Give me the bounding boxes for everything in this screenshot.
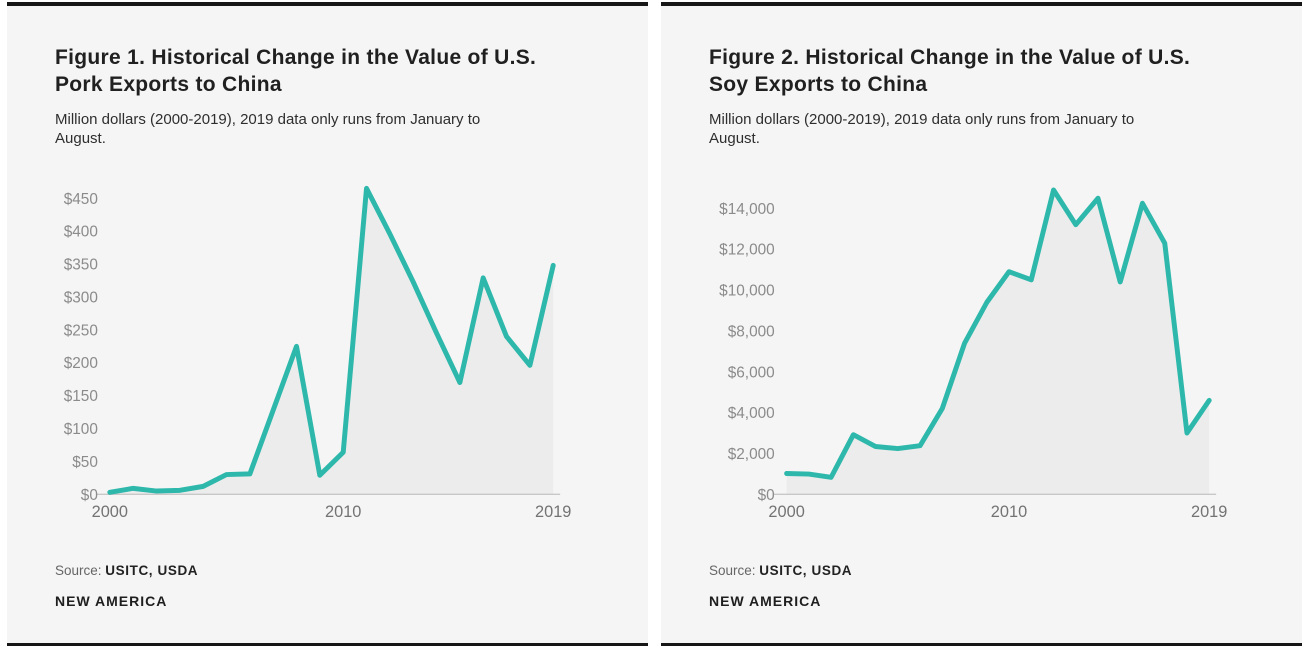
- y-tick-label: $50: [72, 454, 98, 471]
- y-tick-label: $100: [64, 421, 98, 438]
- soy-exports-line-chart: $0 $2,000 $4,000 $6,000 $8,000 $10,000 $12,000…: [719, 187, 1227, 521]
- source-label: Source:: [55, 563, 102, 578]
- x-tick-label: 2010: [325, 503, 361, 521]
- y-tick-label: $10,000: [719, 283, 775, 300]
- figure-1-subtitle-line2: August.: [55, 130, 106, 147]
- source-value: USITC, USDA: [759, 563, 853, 578]
- y-tick-label: $400: [64, 224, 98, 241]
- source-value: USITC, USDA: [105, 563, 199, 578]
- y-tick-label: $2,000: [728, 446, 775, 463]
- y-tick-label: $200: [64, 355, 98, 372]
- figure-1-subtitle-line1: Million dollars (2000-2019), 2019 data o…: [55, 111, 481, 128]
- pork-exports-chart-figure: $0 $50 $100 $150 $200 $250 $300 $350 $400 $450 200…: [55, 164, 608, 533]
- figure-1-title-line1: Figure 1. Historical Change in the Value…: [55, 46, 537, 69]
- pork-exports-line-chart: $0 $50 $100 $150 $200 $250 $300 $350 $400 $450 200…: [64, 185, 571, 521]
- soy-exports-chart-figure: $0 $2,000 $4,000 $6,000 $8,000 $10,000 $12,000…: [709, 164, 1262, 533]
- x-tick-label: 2010: [991, 503, 1027, 521]
- area-fill: [786, 189, 1210, 495]
- x-tick-label: 2000: [768, 503, 804, 521]
- x-tick-label: 2019: [1191, 503, 1227, 521]
- y-tick-label: $350: [64, 257, 98, 274]
- area-fill: [109, 188, 554, 495]
- y-tick-label: $8,000: [728, 323, 775, 340]
- source-label: Source:: [709, 563, 756, 578]
- y-tick-label: $150: [64, 388, 98, 405]
- panel-figure-2: Figure 2. Historical Change in the Value…: [661, 2, 1302, 646]
- figure-1-source-line: Source: USITC, USDA: [55, 563, 608, 578]
- figure-2-subtitle-line1: Million dollars (2000-2019), 2019 data o…: [709, 111, 1135, 128]
- y-tick-label: $450: [64, 191, 98, 208]
- new-america-wordmark: NEW AMERICA: [55, 593, 168, 609]
- figure-1-subtitle: Million dollars (2000-2019), 2019 data o…: [55, 110, 608, 148]
- trend-line: [107, 185, 556, 495]
- figure-2-source-line: Source: USITC, USDA: [709, 563, 1262, 578]
- new-america-wordmark: NEW AMERICA: [709, 593, 822, 609]
- figure-2-subtitle: Million dollars (2000-2019), 2019 data o…: [709, 110, 1262, 148]
- figure-2-title-line2: Soy Exports to China: [709, 73, 928, 96]
- figure-1-title-line2: Pork Exports to China: [55, 73, 282, 96]
- y-tick-label: $12,000: [719, 242, 775, 259]
- figure-2-subtitle-line2: August.: [709, 130, 760, 147]
- trend-line: [784, 187, 1212, 480]
- y-tick-label: $6,000: [728, 364, 775, 381]
- y-tick-label: $0: [758, 487, 775, 504]
- x-tick-label: 2000: [92, 503, 128, 521]
- y-tick-label: $4,000: [728, 405, 775, 422]
- figure-1-title: Figure 1. Historical Change in the Value…: [55, 44, 608, 98]
- y-tick-label: $0: [81, 487, 98, 504]
- y-tick-label: $300: [64, 289, 98, 306]
- x-tick-label: 2019: [535, 503, 571, 521]
- figure-2-title: Figure 2. Historical Change in the Value…: [709, 44, 1262, 98]
- panel-figure-1: Figure 1. Historical Change in the Value…: [7, 2, 648, 646]
- y-tick-label: $250: [64, 322, 98, 339]
- y-tick-label: $14,000: [719, 201, 775, 218]
- figure-2-title-line1: Figure 2. Historical Change in the Value…: [709, 46, 1191, 69]
